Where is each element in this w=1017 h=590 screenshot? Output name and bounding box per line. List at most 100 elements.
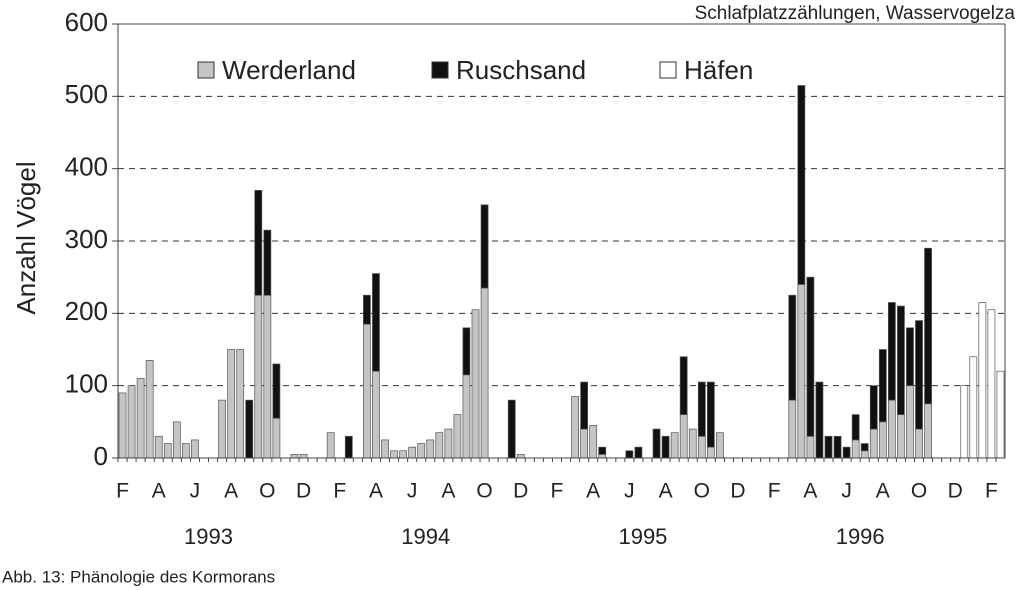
bar-segment bbox=[227, 349, 236, 459]
bar-segment bbox=[344, 435, 353, 459]
bar-segment bbox=[580, 428, 589, 459]
bar-segment bbox=[435, 432, 444, 459]
bar-segment bbox=[290, 454, 299, 459]
bar-segment bbox=[598, 446, 607, 455]
bar-segment bbox=[906, 327, 914, 387]
bar-segment bbox=[363, 294, 371, 325]
y-tick-label: 400 bbox=[65, 152, 108, 182]
bar-segment bbox=[697, 435, 706, 459]
x-tick-label: A bbox=[224, 480, 238, 503]
bar-segment bbox=[878, 349, 887, 423]
bar-segment bbox=[191, 439, 199, 459]
year-label: 1995 bbox=[618, 524, 667, 549]
bar-segment bbox=[833, 435, 842, 459]
bar-segment bbox=[245, 399, 254, 459]
bar-segment bbox=[182, 443, 190, 459]
bar-segment bbox=[960, 385, 969, 459]
x-tick-label: F bbox=[551, 480, 564, 503]
bar-segment bbox=[897, 305, 905, 415]
bar-segment bbox=[897, 414, 905, 459]
bar-segment bbox=[969, 356, 978, 459]
bar-segment bbox=[372, 273, 380, 372]
bar-segment bbox=[218, 399, 226, 459]
bar-segment bbox=[408, 446, 417, 459]
bar-segment bbox=[363, 323, 371, 459]
bar-segment bbox=[824, 435, 833, 459]
bar-segment bbox=[263, 229, 272, 296]
bar-segment bbox=[598, 454, 607, 459]
bar-segment bbox=[915, 320, 923, 430]
y-tick-label: 500 bbox=[65, 79, 108, 109]
bar-segment bbox=[118, 392, 127, 459]
bar-segment bbox=[571, 396, 579, 459]
bar-segment bbox=[272, 417, 281, 459]
x-tick-label: A bbox=[659, 480, 673, 503]
bar-segment bbox=[326, 432, 335, 459]
bar-segment bbox=[851, 439, 860, 459]
legend-swatch bbox=[197, 61, 215, 79]
bar-segment bbox=[480, 204, 489, 289]
x-tick-label: A bbox=[441, 480, 455, 503]
year-label: 1993 bbox=[184, 524, 233, 549]
bar-segment bbox=[788, 294, 797, 401]
y-tick-label: 100 bbox=[65, 369, 108, 399]
x-tick-label: D bbox=[296, 480, 311, 503]
bar-segment bbox=[806, 276, 815, 437]
x-tick-label: J bbox=[407, 480, 418, 503]
bar-segment bbox=[978, 302, 987, 459]
bar-segment bbox=[263, 294, 272, 459]
bar-segment bbox=[797, 85, 806, 285]
bar-segment bbox=[906, 385, 914, 459]
bar-segment bbox=[399, 450, 407, 459]
bar-segment bbox=[661, 435, 670, 459]
bar-segment bbox=[670, 432, 679, 459]
bar-segment bbox=[987, 309, 996, 459]
x-tick-label: J bbox=[624, 480, 635, 503]
bar-segment bbox=[634, 446, 643, 459]
x-tick-label: A bbox=[803, 480, 817, 503]
bar-segment bbox=[924, 403, 932, 459]
bar-segment bbox=[869, 385, 878, 430]
x-tick-label: O bbox=[259, 480, 275, 503]
x-tick-label: F bbox=[985, 480, 998, 503]
y-tick-label: 300 bbox=[65, 224, 108, 254]
bar-segment bbox=[716, 432, 724, 459]
y-axis-label: Anzahl Vögel bbox=[11, 161, 41, 314]
bar-segment bbox=[815, 381, 824, 459]
bar-segment bbox=[145, 360, 154, 459]
bar-segment bbox=[453, 414, 462, 459]
legend-label: Häfen bbox=[684, 55, 753, 85]
year-label: 1996 bbox=[836, 524, 885, 549]
bar-segment bbox=[462, 374, 471, 459]
y-tick-label: 600 bbox=[65, 7, 108, 37]
bar-segment bbox=[706, 446, 715, 459]
x-tick-label: D bbox=[730, 480, 745, 503]
bar-segment bbox=[299, 454, 308, 459]
bar-segment bbox=[869, 428, 878, 459]
bar-segment bbox=[426, 439, 435, 459]
bar-segment bbox=[272, 363, 281, 419]
bar-segment bbox=[851, 414, 860, 441]
y-tick-label: 200 bbox=[65, 296, 108, 326]
bar-segment bbox=[860, 450, 869, 459]
x-tick-label: O bbox=[476, 480, 492, 503]
bar-segment bbox=[471, 309, 480, 459]
bar-segment bbox=[127, 385, 136, 459]
x-tick-label: A bbox=[586, 480, 600, 503]
bar-segment bbox=[163, 443, 172, 459]
bar-segment bbox=[589, 425, 598, 459]
bar-segment bbox=[688, 428, 697, 459]
bar-segment bbox=[254, 294, 263, 459]
x-tick-label: O bbox=[911, 480, 927, 503]
x-tick-label: F bbox=[116, 480, 129, 503]
bar-segment bbox=[390, 450, 398, 459]
bar-segment bbox=[996, 370, 1005, 459]
bar-segment bbox=[625, 450, 634, 459]
y-tick-label: 0 bbox=[94, 441, 108, 471]
legend-swatch bbox=[659, 61, 677, 79]
x-tick-label: J bbox=[841, 480, 852, 503]
bar-segment bbox=[887, 302, 896, 401]
bar-segment bbox=[697, 381, 706, 437]
bar-segment bbox=[679, 356, 688, 415]
